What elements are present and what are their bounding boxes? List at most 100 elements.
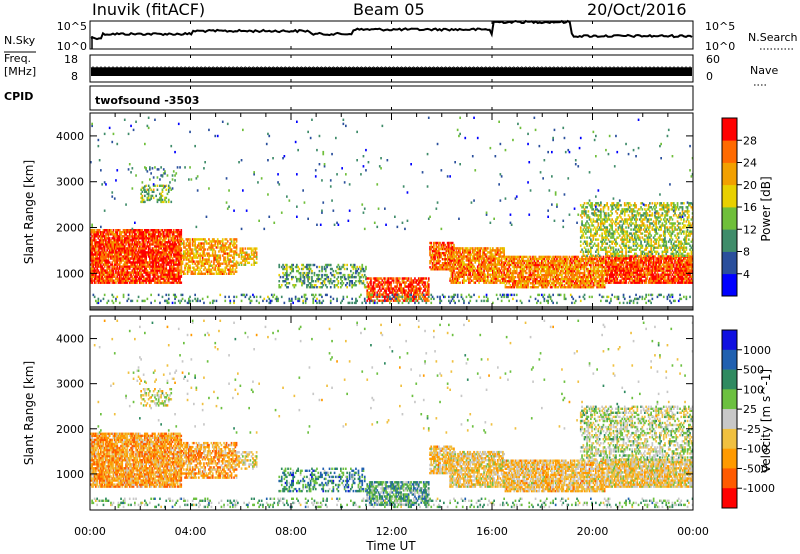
heatmap-cell [185,256,188,259]
heatmap-cell [96,267,98,270]
heatmap-cell [196,272,199,275]
heatmap-cell [142,231,145,234]
heatmap-cell [195,260,198,263]
heatmap-cell [177,259,180,262]
heatmap-cell [107,259,110,262]
heatmap-cell [156,261,159,264]
heatmap-cell [324,269,327,273]
heatmap-cell [223,258,225,261]
heatmap-cell [176,263,179,266]
heatmap-cell [160,241,162,244]
heatmap-cell [145,229,147,232]
heatmap-cell [102,229,105,232]
nave-tick-bottom: 0 [706,70,713,83]
heatmap-cell [161,194,164,198]
heatmap-cell [161,261,164,264]
heatmap-cell [219,242,222,245]
heatmap-cell [132,267,135,270]
heatmap-cell [161,239,164,242]
heatmap-cell [136,281,139,284]
heatmap-cell [166,263,169,266]
heatmap-cell [122,255,125,258]
heatmap-cell [149,245,151,248]
heatmap-cell [103,231,106,234]
heatmap-cell [218,272,220,275]
heatmap-cell [172,279,175,282]
heatmap-cell [121,245,124,248]
heatmap-cell [145,255,147,258]
heatmap-cell [160,269,162,272]
heatmap-cell [156,251,159,254]
heatmap-cell [196,246,199,249]
heatmap-cell [167,251,170,254]
heatmap-cell [179,231,181,234]
heatmap-cell [123,255,126,258]
nsky-trace [90,19,693,41]
heatmap-cell [106,229,108,232]
heatmap-cell [110,247,112,250]
heatmap-cell [112,255,115,258]
heatmap-cell [175,273,178,276]
heatmap-cell [382,285,385,288]
heatmap-cell [171,267,174,270]
heatmap-cell [122,247,125,250]
heatmap-cell [128,243,131,246]
heatmap-cell [171,249,174,252]
heatmap-cell [142,253,145,256]
heatmap-cell [188,246,190,249]
heatmap-cell [200,242,203,245]
heatmap-cell [135,279,137,282]
heatmap-cell [108,269,111,272]
heatmap-cell [145,269,147,272]
heatmap-cell [194,268,196,271]
date-title: 20/Oct/2016 [587,0,687,19]
heatmap-cell [176,277,179,280]
heatmap-cell [157,281,160,284]
heatmap-cell [90,259,92,262]
heatmap-cell [505,257,508,261]
heatmap-cell [154,249,156,252]
heatmap-cell [125,257,127,260]
heatmap-cell [142,263,145,266]
heatmap-cell [103,259,106,262]
heatmap-cell [149,253,151,256]
heatmap-cell [189,252,191,255]
heatmap-cell [137,233,140,236]
heatmap-cell [130,231,132,234]
heatmap-cell [126,273,129,276]
heatmap-cell [177,231,180,234]
heatmap-cell [139,271,141,274]
heatmap-cell [142,243,145,246]
heatmap-cell [211,264,214,267]
heatmap-cell [108,279,111,282]
heatmap-cell [146,269,149,272]
heatmap-cell [117,241,120,244]
heatmap-cell [183,244,185,247]
heatmap-cell [179,261,181,264]
heatmap-cell [97,253,100,256]
heatmap-cell [169,229,171,232]
heatmap-cell [186,250,189,253]
heatmap-cell [126,241,129,244]
heatmap-cell [201,246,204,249]
heatmap-cell [92,259,95,262]
heatmap-cell [161,275,164,278]
heatmap-cell [97,261,100,264]
heatmap-cell [111,233,114,236]
heatmap-cell [186,268,189,271]
heatmap-cell [93,239,96,242]
heatmap-cell [172,170,175,173]
heatmap-cell [96,269,98,272]
heatmap-cell [115,259,117,262]
heatmap-cell [134,265,136,268]
heatmap-cell [180,266,183,269]
heatmap-cell [144,239,146,242]
heatmap-cell [141,259,144,262]
heatmap-cell [164,229,166,232]
heatmap-cell [165,255,168,258]
heatmap-cell [177,265,180,268]
heatmap-cell [362,267,365,271]
heatmap-cell [152,239,155,242]
heatmap-cell [112,265,115,268]
